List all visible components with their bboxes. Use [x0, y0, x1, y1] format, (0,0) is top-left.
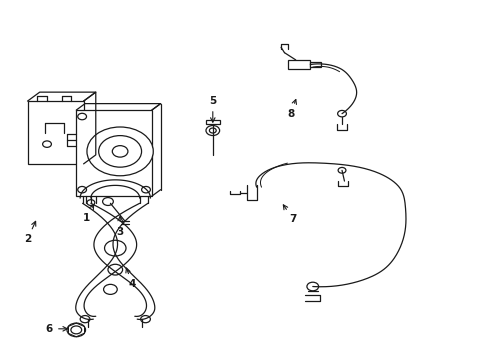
Text: 1: 1	[82, 205, 94, 222]
Circle shape	[205, 126, 219, 135]
Bar	[205, 120, 219, 125]
Circle shape	[141, 316, 150, 323]
Circle shape	[67, 323, 85, 337]
Text: 6: 6	[46, 324, 67, 334]
Circle shape	[112, 146, 128, 157]
Circle shape	[306, 282, 318, 291]
Circle shape	[71, 326, 81, 334]
Circle shape	[99, 136, 141, 167]
Text: 4: 4	[125, 268, 136, 289]
Circle shape	[108, 264, 122, 275]
Circle shape	[78, 186, 86, 193]
Bar	[310, 62, 321, 67]
Bar	[27, 101, 83, 164]
Circle shape	[142, 186, 150, 193]
Text: 5: 5	[209, 96, 216, 122]
Circle shape	[87, 200, 95, 206]
Circle shape	[209, 128, 216, 133]
Bar	[76, 110, 152, 196]
Circle shape	[87, 127, 153, 176]
Circle shape	[337, 111, 346, 117]
Circle shape	[80, 316, 90, 323]
Circle shape	[42, 141, 51, 147]
Circle shape	[78, 113, 86, 120]
Text: 2: 2	[24, 221, 36, 244]
Text: 3: 3	[116, 216, 123, 237]
Circle shape	[104, 240, 126, 256]
Text: 7: 7	[283, 205, 296, 224]
Circle shape	[103, 284, 117, 294]
Circle shape	[102, 198, 113, 206]
Text: 8: 8	[286, 99, 296, 119]
Circle shape	[337, 167, 345, 173]
Bar	[288, 60, 310, 69]
